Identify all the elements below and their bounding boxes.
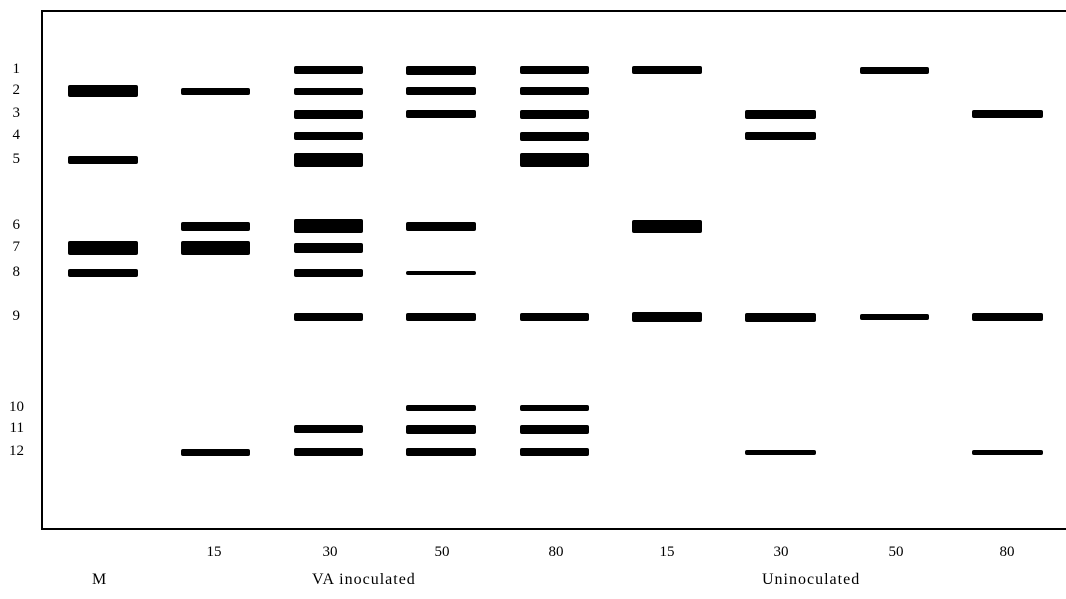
band (294, 448, 363, 456)
band (406, 271, 476, 275)
band (520, 87, 589, 95)
band (294, 313, 363, 321)
band (520, 313, 589, 321)
band-number: 10 (9, 399, 24, 415)
lane-label: 30 (322, 544, 338, 560)
band (294, 269, 363, 277)
band (406, 221, 476, 231)
band (406, 448, 476, 456)
band (745, 109, 816, 119)
band (406, 65, 476, 75)
band (632, 66, 702, 74)
gel-frame (41, 10, 1066, 530)
band (632, 312, 702, 322)
band-number: 4 (12, 127, 21, 143)
band (860, 314, 929, 320)
lane-label: 15 (206, 544, 222, 560)
lane-label: 50 (434, 544, 450, 560)
band (406, 87, 476, 95)
band (68, 241, 138, 255)
band-number: 1 (12, 61, 21, 77)
band (860, 66, 929, 74)
band (406, 110, 476, 118)
lane-label: 15 (659, 544, 675, 560)
band-number: 9 (12, 308, 21, 324)
band (632, 219, 702, 233)
band (294, 153, 363, 167)
band-number: 8 (12, 264, 21, 280)
band (520, 66, 589, 74)
band-number: 12 (9, 443, 24, 459)
band-number: 6 (12, 217, 21, 233)
lane-label: 50 (888, 544, 904, 560)
band (972, 313, 1043, 321)
band (520, 448, 589, 456)
band (406, 313, 476, 321)
lane-label: 80 (999, 544, 1015, 560)
band-number: 11 (9, 420, 24, 436)
band (972, 110, 1043, 118)
band (520, 405, 589, 411)
band-number: 3 (12, 105, 21, 121)
band (406, 405, 476, 411)
band (294, 109, 363, 119)
band (294, 425, 363, 433)
band (181, 448, 250, 456)
band (294, 66, 363, 74)
lane-label: 30 (773, 544, 789, 560)
band (181, 87, 250, 95)
band (745, 449, 816, 455)
band (294, 132, 363, 140)
band (745, 132, 816, 140)
band (520, 424, 589, 434)
lane-label: 80 (548, 544, 564, 560)
band (181, 221, 250, 231)
band (520, 109, 589, 119)
band (972, 449, 1043, 455)
band (294, 243, 363, 253)
band (520, 131, 589, 141)
va-inoculated-group-label: VA inoculated (312, 571, 416, 588)
band (745, 312, 816, 322)
band (294, 219, 363, 233)
band-number: 7 (12, 239, 21, 255)
marker-lane-label: M (92, 571, 108, 588)
band (406, 424, 476, 434)
band (520, 153, 589, 167)
band (181, 241, 250, 255)
band (68, 85, 138, 97)
uninoculated-group-label: Uninoculated (762, 571, 861, 588)
band (294, 87, 363, 95)
band (68, 156, 138, 164)
band (68, 269, 138, 277)
band-number: 2 (12, 82, 21, 98)
band-number: 5 (12, 151, 21, 167)
